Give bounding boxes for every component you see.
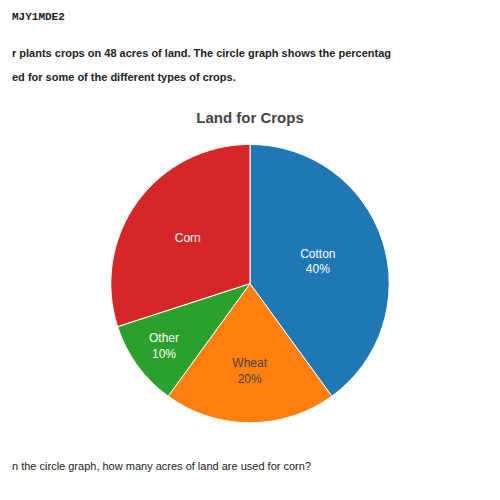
svg-text:Other10%: Other10% [149, 331, 179, 361]
svg-text:Land for Crops: Land for Crops [196, 109, 304, 126]
svg-text:r plants crops on 48 acres of: r plants crops on 48 acres of land. The … [12, 47, 391, 59]
svg-text:ed for some of the different t: ed for some of the different types of cr… [12, 71, 236, 83]
svg-text:Wheat20%: Wheat20% [232, 356, 267, 386]
svg-text:MJY1MDE2: MJY1MDE2 [12, 11, 65, 23]
svg-text:Cotton40%: Cotton40% [300, 247, 335, 277]
svg-text:Corn: Corn [175, 231, 201, 245]
svg-text:n the circle graph, how many a: n the circle graph, how many acres of la… [12, 460, 311, 472]
